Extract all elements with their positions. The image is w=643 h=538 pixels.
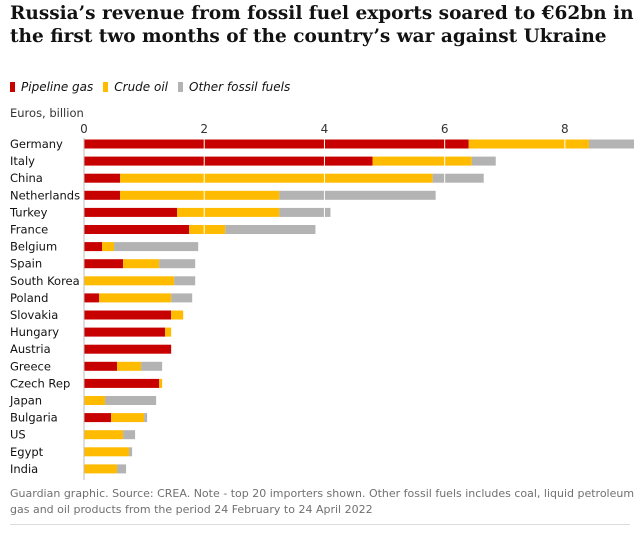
x-tick-label-2: 2 <box>200 122 208 136</box>
category-label: Austria <box>10 342 51 356</box>
category-label: Turkey <box>9 205 48 219</box>
bar-segment-pipeline-gas <box>84 378 160 388</box>
bar-segment-crude-oil <box>84 447 130 457</box>
bar-segment-crude-oil <box>84 430 124 440</box>
axis-units-label: Euros, billion <box>10 106 84 120</box>
legend-item-other-fossil-fuels: Other fossil fuels <box>178 80 290 94</box>
bar-segment-other-fossil-fuels <box>159 259 196 269</box>
bar-segment-crude-oil <box>177 207 280 217</box>
bar-segment-pipeline-gas <box>84 259 124 269</box>
bar-segment-other-fossil-fuels <box>105 396 157 405</box>
legend-label-pipeline-gas: Pipeline gas <box>21 80 94 94</box>
bar-segment-crude-oil <box>372 156 472 166</box>
legend-item-crude-oil: Crude oil <box>103 80 168 94</box>
category-label: India <box>10 462 38 476</box>
bar-segment-pipeline-gas <box>84 413 112 423</box>
bar-segment-other-fossil-fuels <box>114 242 199 252</box>
category-label: Germany <box>10 137 63 151</box>
bar-segment-other-fossil-fuels <box>123 430 136 440</box>
bar-segment-other-fossil-fuels <box>279 207 331 217</box>
bar-segment-crude-oil <box>120 173 433 183</box>
chart-title: Russia’s revenue from fossil fuel export… <box>10 3 634 47</box>
bottom-divider <box>10 524 630 525</box>
bar-segment-pipeline-gas <box>84 293 100 303</box>
bar-segment-crude-oil <box>165 327 172 337</box>
bar-segment-pipeline-gas <box>84 310 172 320</box>
category-label: Bulgaria <box>10 411 58 425</box>
bar-segment-crude-oil <box>84 396 106 405</box>
bar-segment-crude-oil <box>189 225 226 234</box>
bar-segment-crude-oil <box>111 413 145 423</box>
bar-segment-pipeline-gas <box>84 361 118 371</box>
bar-segment-pipeline-gas <box>84 225 190 234</box>
bar-segment-crude-oil <box>120 190 280 200</box>
category-label: Poland <box>10 291 48 305</box>
category-label: Egypt <box>10 445 44 459</box>
legend-swatch-other-fossil-fuels <box>178 82 184 92</box>
bar-segment-crude-oil <box>99 293 172 303</box>
bar-segment-pipeline-gas <box>84 207 178 217</box>
bar-segment-other-fossil-fuels <box>432 173 484 183</box>
x-tick-label-6: 6 <box>441 122 449 136</box>
bar-segment-pipeline-gas <box>84 139 469 149</box>
chart-legend: Pipeline gas Crude oil Other fossil fuel… <box>10 80 300 94</box>
legend-swatch-crude-oil <box>103 82 109 92</box>
bar-segment-other-fossil-fuels <box>225 225 316 234</box>
category-label: Hungary <box>10 325 59 339</box>
bar-segment-pipeline-gas <box>84 344 172 354</box>
bar-segment-crude-oil <box>468 139 589 149</box>
bar-segment-other-fossil-fuels <box>141 361 163 371</box>
bar-segment-other-fossil-fuels <box>588 139 635 149</box>
bar-segment-crude-oil <box>84 464 118 474</box>
stacked-bar-chart: 0 2 4 6 8 Germany Italy China Netherlands Turkey F… <box>9 122 635 480</box>
category-label: Italy <box>10 154 35 168</box>
legend-label-crude-oil: Crude oil <box>114 80 169 94</box>
legend-label-other-fossil-fuels: Other fossil fuels <box>189 80 291 94</box>
bar-segment-crude-oil <box>102 242 115 252</box>
bar-segment-crude-oil <box>123 259 160 269</box>
bar-segment-crude-oil <box>84 276 175 286</box>
category-label: Belgium <box>10 240 57 254</box>
category-label: US <box>10 428 26 442</box>
bar-segment-crude-oil <box>159 378 163 388</box>
x-tick-label-0: 0 <box>80 122 88 136</box>
legend-item-pipeline-gas: Pipeline gas <box>10 80 93 94</box>
x-tick-label-8: 8 <box>561 122 569 136</box>
bar-segment-crude-oil <box>171 310 184 320</box>
category-label: France <box>10 223 48 237</box>
category-label: South Korea <box>10 274 80 288</box>
bar-segment-other-fossil-fuels <box>129 447 133 457</box>
category-label: Spain <box>10 257 42 271</box>
bar-segment-pipeline-gas <box>84 327 166 337</box>
bar-segment-pipeline-gas <box>84 190 121 200</box>
category-label: China <box>10 171 43 185</box>
bar-segment-other-fossil-fuels <box>471 156 496 166</box>
bar-segment-other-fossil-fuels <box>117 464 127 474</box>
bar-segment-pipeline-gas <box>84 156 373 166</box>
bar-segment-pipeline-gas <box>84 242 103 252</box>
bar-segment-other-fossil-fuels <box>171 293 193 303</box>
category-label: Japan <box>9 394 42 408</box>
bar-segment-pipeline-gas <box>84 173 121 183</box>
bar-segment-other-fossil-fuels <box>174 276 196 286</box>
category-label: Slovakia <box>10 308 58 322</box>
footnote: Guardian graphic. Source: CREA. Note - t… <box>10 487 635 516</box>
category-label: Netherlands <box>10 188 80 202</box>
category-label: Czech Rep <box>10 376 70 390</box>
legend-swatch-pipeline-gas <box>10 82 15 92</box>
bar-segment-other-fossil-fuels <box>144 413 148 423</box>
category-label: Greece <box>10 359 51 373</box>
x-tick-label-4: 4 <box>321 122 329 136</box>
bar-segment-crude-oil <box>117 361 142 371</box>
bar-segment-other-fossil-fuels <box>279 190 436 200</box>
